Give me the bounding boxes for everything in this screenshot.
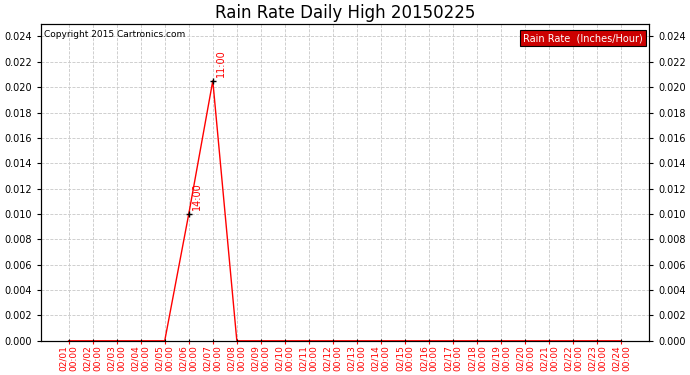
Text: 11:00: 11:00 <box>217 49 226 77</box>
Text: 14:00: 14:00 <box>193 182 202 210</box>
Title: Rain Rate Daily High 20150225: Rain Rate Daily High 20150225 <box>215 4 475 22</box>
Text: Rain Rate  (Inches/Hour): Rain Rate (Inches/Hour) <box>523 33 643 43</box>
Text: Copyright 2015 Cartronics.com: Copyright 2015 Cartronics.com <box>44 30 185 39</box>
